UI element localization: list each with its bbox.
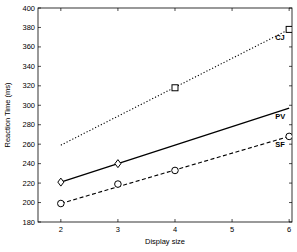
y-tick <box>289 183 292 184</box>
marker <box>172 167 179 174</box>
x-tick-label: 3 <box>116 225 120 234</box>
marker <box>115 160 121 168</box>
y-tick <box>38 222 41 223</box>
y-axis-label: Reaction Time (ms) <box>3 82 12 148</box>
y-tick <box>38 124 41 125</box>
y-tick <box>289 105 292 106</box>
marker <box>58 200 65 207</box>
y-tick-label: 360 <box>22 42 35 51</box>
fit-line <box>61 29 289 145</box>
y-tick-label: 380 <box>22 23 35 32</box>
marker <box>286 26 292 32</box>
series-label: SF <box>275 140 285 149</box>
x-tick <box>232 219 233 222</box>
x-tick-label: 2 <box>59 225 63 234</box>
x-axis-label: Display size <box>145 237 185 246</box>
y-tick-label: 180 <box>22 218 35 227</box>
x-tick-label: 5 <box>230 225 234 234</box>
y-tick <box>38 27 41 28</box>
y-tick <box>38 85 41 86</box>
chart: 2 3 4 5 6 180 200 220 240 260 280 300 320 340 360 380 40… <box>0 0 297 252</box>
y-tick <box>289 8 292 9</box>
y-tick <box>38 144 41 145</box>
marker <box>115 181 122 188</box>
x-tick <box>60 8 61 11</box>
y-tick-label: 280 <box>22 120 35 129</box>
y-tick <box>38 105 41 106</box>
y-tick <box>38 183 41 184</box>
plot-frame <box>38 8 292 222</box>
marker <box>286 133 292 140</box>
y-tick <box>289 163 292 164</box>
series-label: PV <box>275 112 285 121</box>
x-tick <box>60 219 61 222</box>
y-tick-label: 220 <box>22 179 35 188</box>
y-tick <box>289 202 292 203</box>
x-tick <box>174 219 175 222</box>
series-label: CJ <box>275 33 285 42</box>
y-tick <box>289 85 292 86</box>
plot-area <box>58 26 292 206</box>
y-tick <box>289 124 292 125</box>
x-tick <box>174 8 175 11</box>
y-tick-label: 260 <box>22 140 35 149</box>
y-tick-label: 400 <box>22 4 35 13</box>
y-tick <box>38 163 41 164</box>
x-tick <box>289 8 290 11</box>
marker <box>172 85 178 91</box>
x-tick <box>289 219 290 222</box>
y-tick <box>289 222 292 223</box>
x-tick <box>117 8 118 11</box>
x-tick-label: 6 <box>287 225 291 234</box>
y-tick-label: 240 <box>22 159 35 168</box>
y-tick <box>289 46 292 47</box>
fit-line <box>61 136 289 203</box>
y-tick <box>289 66 292 67</box>
y-tick <box>289 144 292 145</box>
y-tick-label: 340 <box>22 62 35 71</box>
x-tick-label: 4 <box>173 225 177 234</box>
y-tick-label: 320 <box>22 81 35 90</box>
y-tick <box>38 8 41 9</box>
marker <box>58 178 64 186</box>
fit-line <box>61 108 289 182</box>
y-tick <box>38 66 41 67</box>
x-tick <box>117 219 118 222</box>
x-tick <box>232 8 233 11</box>
y-tick <box>38 202 41 203</box>
y-tick-label: 300 <box>22 101 35 110</box>
y-tick <box>38 46 41 47</box>
y-tick-label: 200 <box>22 198 35 207</box>
